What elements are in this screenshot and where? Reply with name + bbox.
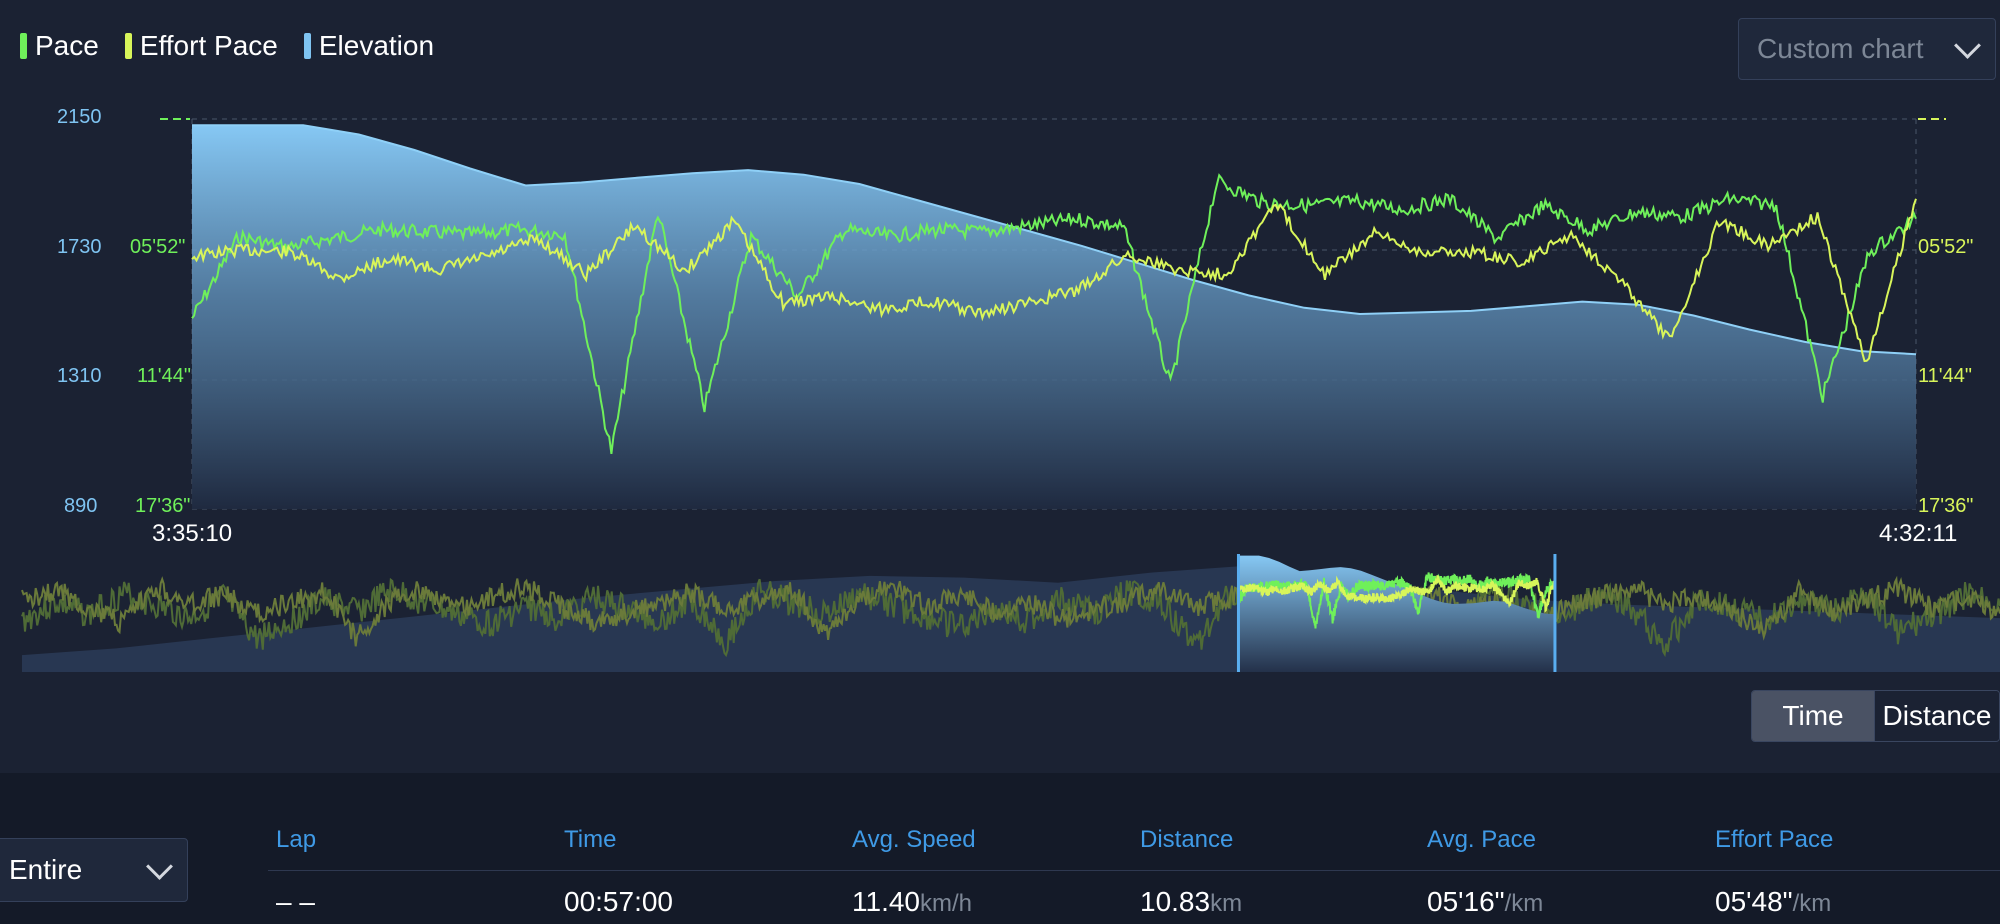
legend-elevation[interactable]: Elevation [303, 30, 435, 62]
effort-pace-tick: 11'44" [1918, 365, 1972, 387]
chart-legend: Pace Effort Pace Elevation [20, 30, 434, 62]
main-chart[interactable] [0, 0, 2000, 540]
overview-effort-line [21, 575, 2000, 647]
custom-chart-dropdown[interactable]: Custom chart [1738, 18, 1996, 80]
cell-distance: 10.83km [1140, 886, 1242, 918]
cell-avg-speed: 11.40km/h [852, 886, 972, 918]
pace-tick: 11'44" [137, 365, 191, 387]
elevation-tick: 1310 [57, 365, 102, 387]
table-divider [268, 870, 2000, 871]
custom-chart-label: Custom chart [1757, 33, 1924, 64]
elevation-tick: 1730 [57, 236, 102, 258]
pace-line [191, 173, 1917, 455]
pace-swatch [20, 33, 27, 59]
avg-speed-value: 11.40 [852, 886, 920, 917]
legend-effort-pace[interactable]: Effort Pace [124, 30, 278, 62]
elevation-swatch [303, 33, 311, 59]
avg-pace-unit: /km [1504, 890, 1544, 917]
pace-tick: 05'52" [130, 236, 186, 258]
elevation-tick: 890 [64, 495, 98, 517]
avg-speed-unit: km/h [920, 890, 973, 917]
cell-lap: – – [276, 886, 315, 917]
lap-panel [0, 773, 2000, 924]
pace-tick: 17'36" [135, 495, 191, 517]
legend-elevation-label: Elevation [318, 30, 435, 61]
effort-pace-swatch [124, 33, 132, 59]
range-overview[interactable] [0, 0, 2000, 680]
overview-window-effort [1237, 575, 1556, 613]
cell-time: 00:57:00 [564, 886, 673, 917]
overview-window-area [1238, 555, 1555, 672]
x-start-label: 3:35:10 [152, 520, 233, 547]
column-header-time: Time [564, 826, 617, 853]
cell-avg-pace: 05'16"/km [1427, 886, 1543, 918]
effort-pace-tick: 17'36" [1918, 495, 1974, 517]
column-header-avg-speed: Avg. Speed [852, 826, 976, 853]
elevation-area [192, 125, 1916, 509]
effort-pace-value: 05'48" [1715, 886, 1793, 917]
distance-value: 10.83 [1140, 886, 1211, 917]
effort-pace-tick: 05'52" [1918, 236, 1974, 258]
elevation-tick: 2150 [57, 106, 102, 128]
legend-pace[interactable]: Pace [20, 30, 99, 62]
cell-effort-pace: 05'48"/km [1715, 886, 1831, 918]
distance-unit: km [1210, 890, 1243, 917]
chevron-down-icon [146, 852, 173, 880]
x-end-label: 4:32:11 [1879, 520, 1958, 547]
column-header-distance: Distance [1140, 826, 1234, 853]
overview-pace-line [21, 577, 2000, 658]
time-toggle-button[interactable]: Time [1752, 691, 1874, 741]
distance-toggle-button[interactable]: Distance [1874, 691, 1999, 741]
avg-pace-value: 05'16" [1427, 886, 1505, 917]
effort-pace-line [191, 198, 1917, 363]
effort-pace-unit: /km [1792, 890, 1832, 917]
axis-mode-toggle[interactable]: Time Distance [1751, 690, 2000, 742]
lap-select-value: Entire [9, 854, 83, 885]
legend-pace-label: Pace [35, 30, 99, 61]
legend-effort-pace-label: Effort Pace [139, 30, 278, 61]
elevation-line [192, 124, 1917, 356]
column-header-lap: Lap [276, 826, 317, 853]
column-header-avg-pace: Avg. Pace [1427, 826, 1536, 853]
column-header-effort-pace: Effort Pace [1715, 826, 1834, 853]
lap-select[interactable]: Entire [0, 838, 188, 902]
